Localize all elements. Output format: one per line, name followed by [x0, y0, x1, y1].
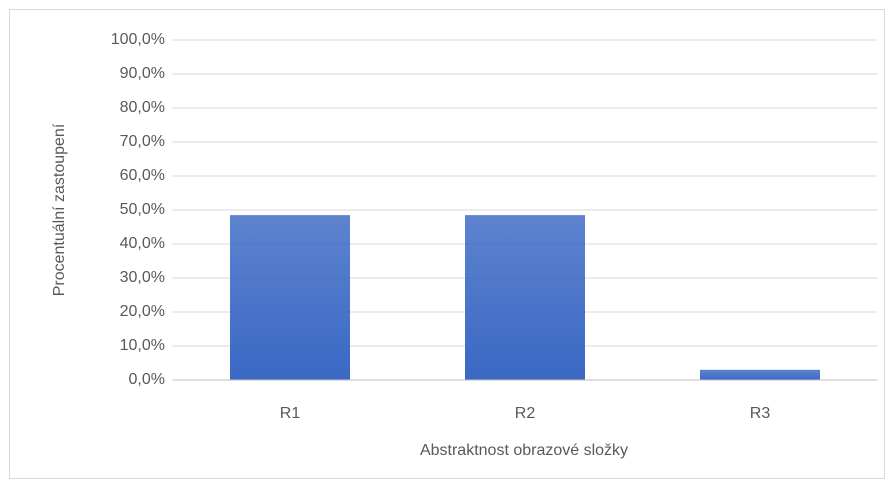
y-tick-label: 80,0% [120, 99, 165, 116]
x-axis-title: Abstraktnost obrazové složky [420, 442, 628, 459]
y-tick-label: 50,0% [120, 201, 165, 218]
y-tick-label: 0,0% [129, 371, 165, 388]
y-tick-label: 20,0% [120, 303, 165, 320]
y-tick-label: 100,0% [111, 31, 165, 48]
x-tick-label: R2 [515, 405, 536, 422]
x-tick-label: R1 [280, 405, 301, 422]
x-tick-label: R3 [750, 405, 771, 422]
bar [230, 215, 350, 380]
y-tick-label: 90,0% [120, 65, 165, 82]
y-tick-label: 40,0% [120, 235, 165, 252]
bar [465, 215, 585, 380]
y-tick-label: 30,0% [120, 269, 165, 286]
y-tick-label: 60,0% [120, 167, 165, 184]
y-tick-label: 70,0% [120, 133, 165, 150]
y-tick-label: 10,0% [120, 337, 165, 354]
y-axis-title: Procentuální zastoupení [51, 123, 68, 296]
bar [700, 369, 820, 380]
